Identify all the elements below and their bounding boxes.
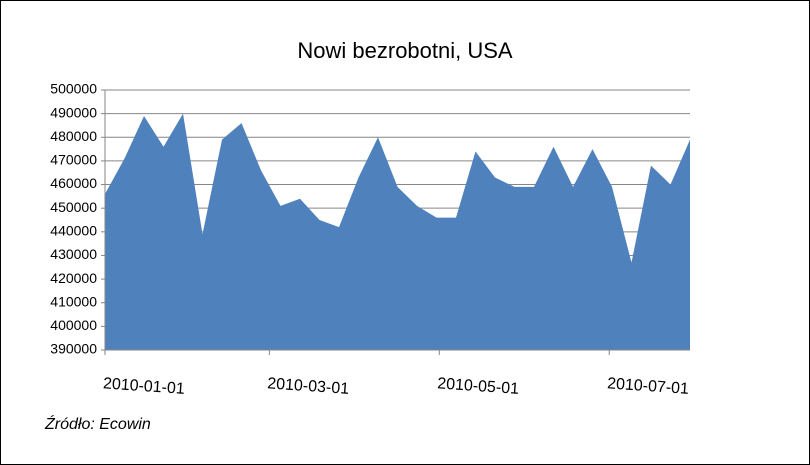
area: [105, 113, 690, 351]
y-tick-label: 430000: [50, 246, 97, 262]
y-tick-label: 420000: [50, 270, 97, 286]
y-tick-label: 480000: [50, 128, 97, 144]
y-tick-label: 470000: [50, 152, 97, 168]
chart-title: Nowi bezrobotni, USA: [297, 38, 513, 63]
x-tick-label: 2010-03-01: [267, 375, 350, 398]
y-tick-label: 440000: [50, 223, 97, 239]
x-tick-label: 2010-05-01: [437, 375, 520, 398]
y-tick-label: 400000: [50, 317, 97, 333]
x-tick-label: 2010-01-01: [102, 375, 185, 398]
y-tick-label: 490000: [50, 104, 97, 120]
y-tick-label: 450000: [50, 199, 97, 215]
y-tick-label: 460000: [50, 175, 97, 191]
y-tick-label: 390000: [50, 341, 97, 357]
x-tick-label: 2010-07-01: [607, 375, 690, 398]
source-note: Źródło: Ecowin: [44, 414, 151, 433]
y-tick-label: 500000: [50, 81, 97, 97]
y-tick-label: 410000: [50, 293, 97, 309]
